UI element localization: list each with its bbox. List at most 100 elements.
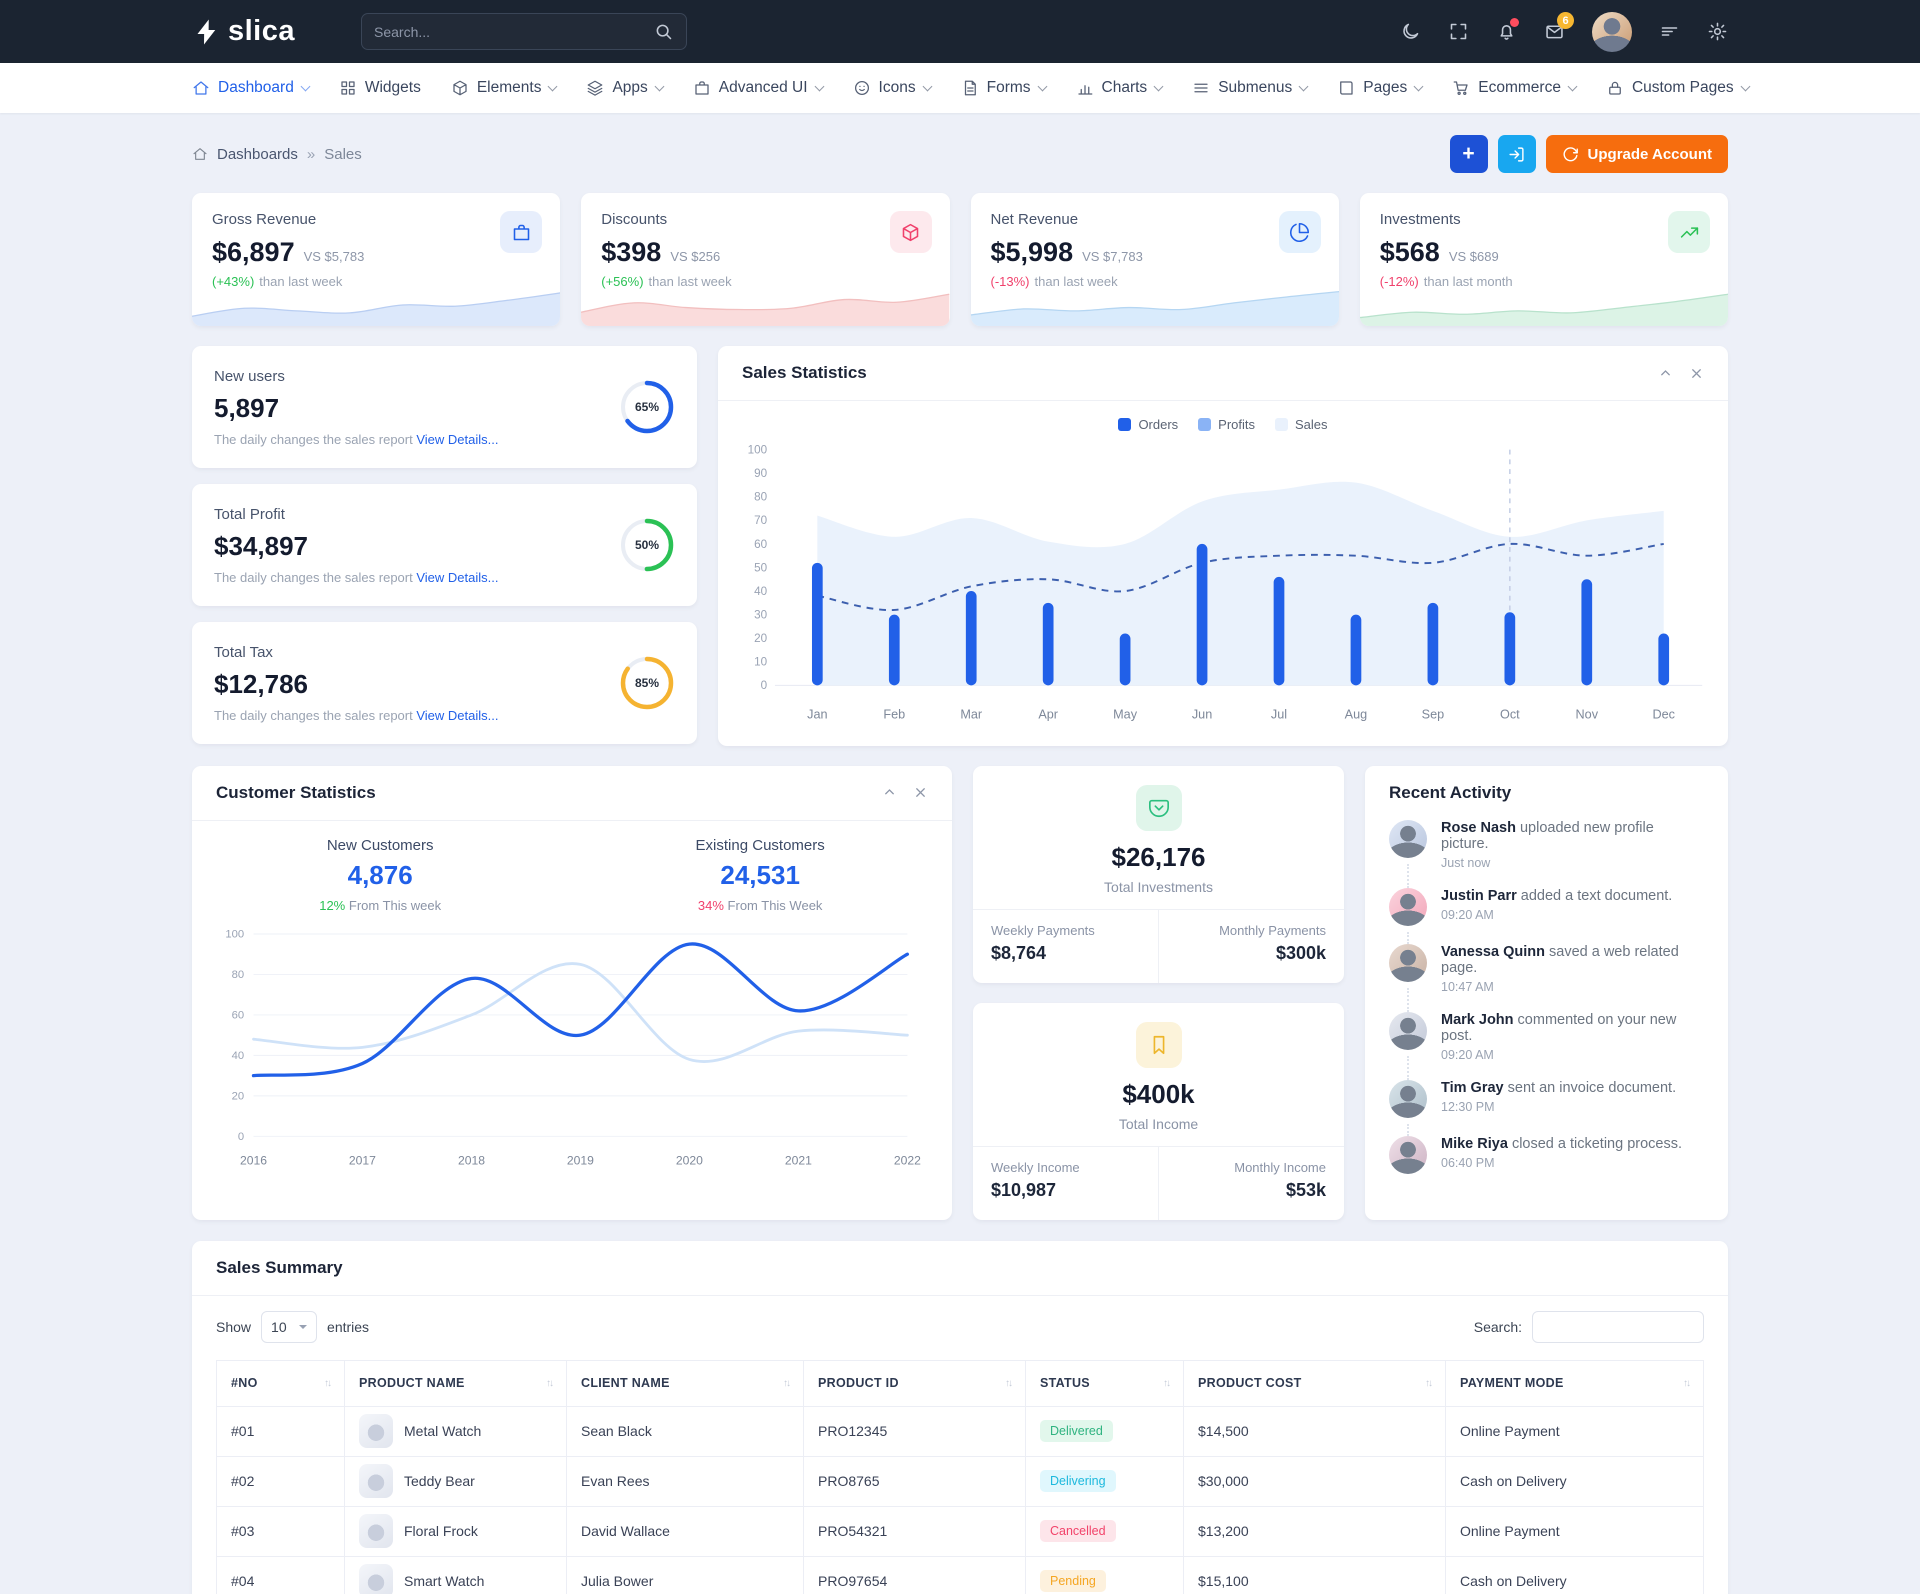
- cell-client: Julia Bower: [566, 1555, 804, 1594]
- notifications-button[interactable]: [1496, 18, 1519, 42]
- cell-status: Pending: [1025, 1555, 1184, 1594]
- svg-text:2020: 2020: [676, 1153, 703, 1167]
- close-icon[interactable]: [913, 785, 928, 800]
- column-header-product-id[interactable]: PRODUCT ID ↑↓: [803, 1359, 1026, 1407]
- chevron-down-icon: [1153, 81, 1164, 91]
- collapse-icon[interactable]: [882, 785, 897, 800]
- sort-icon[interactable]: ↑↓: [546, 1377, 554, 1389]
- fullscreen-icon: [1450, 23, 1467, 40]
- nav-item-submenus[interactable]: Submenus: [1192, 79, 1309, 97]
- sort-icon[interactable]: ↑↓: [783, 1377, 791, 1389]
- view-details-link[interactable]: View Details...: [416, 707, 499, 723]
- kpi-card-investments: Investments $568 VS $689 (-12%) than last …: [1359, 193, 1728, 326]
- column-header-client-name[interactable]: CLIENT NAME ↑↓: [566, 1359, 804, 1407]
- bar-chart-icon: [1077, 85, 1092, 95]
- fullscreen-button[interactable]: [1448, 21, 1469, 42]
- customer-statistics-chart: 0 20 40 60 80 100 2016 2017 2018 2019 2020 2021 2022: [225, 929, 921, 1168]
- column-header-product-name[interactable]: PRODUCT NAME ↑↓: [344, 1359, 567, 1407]
- nav-label: Widgets: [364, 79, 421, 96]
- nav-item-widgets[interactable]: Widgets: [339, 79, 421, 97]
- global-search[interactable]: [361, 13, 687, 50]
- cell-payment: Cash on Delivery: [1445, 1455, 1704, 1507]
- sort-icon[interactable]: ↑↓: [324, 1377, 332, 1389]
- nav-label: Icons: [878, 79, 916, 96]
- sidebar-toggle-button[interactable]: [1659, 21, 1680, 42]
- search-icon[interactable]: [653, 21, 674, 42]
- column-header-status[interactable]: STATUS ↑↓: [1025, 1359, 1184, 1407]
- sales-statistics-panel: Sales Statistics Orders Profits Sales 0 1…: [718, 346, 1728, 746]
- panel-title: Customer Statistics: [216, 782, 376, 802]
- entries-select[interactable]: 10: [261, 1310, 318, 1343]
- chevron-down-icon: [1037, 81, 1047, 91]
- sort-icon[interactable]: ↑↓: [1163, 1377, 1171, 1389]
- nav-item-custom-pages[interactable]: Custom Pages: [1606, 79, 1751, 97]
- svg-text:Jul: Jul: [1271, 707, 1287, 721]
- export-button[interactable]: [1497, 135, 1536, 173]
- svg-text:90: 90: [754, 467, 767, 480]
- svg-text:Aug: Aug: [1345, 707, 1368, 721]
- sub-value: $53k: [1285, 1179, 1326, 1200]
- kpi-value: $568: [1379, 237, 1440, 267]
- search-input[interactable]: [374, 23, 653, 40]
- activity-text: sent an invoice document.: [1507, 1079, 1677, 1096]
- nav-label: Ecommerce: [1478, 79, 1561, 96]
- activity-text: uploaded new profile picture.: [1441, 819, 1654, 852]
- status-badge: Delivered: [1040, 1420, 1113, 1443]
- activity-item: Mark John commented on your new post. 09:…: [1389, 1011, 1704, 1080]
- nav-item-apps[interactable]: Apps: [586, 79, 665, 97]
- column-header-product-cost[interactable]: PRODUCT COST ↑↓: [1183, 1359, 1446, 1407]
- nav-item-advanced-ui[interactable]: Advanced UI: [693, 79, 824, 97]
- close-icon[interactable]: [1689, 366, 1704, 381]
- add-button[interactable]: +: [1449, 135, 1488, 173]
- settings-button[interactable]: [1707, 21, 1728, 42]
- sort-icon[interactable]: ↑↓: [1425, 1377, 1433, 1389]
- customer-statistics-panel: Customer Statistics New Customers 4,876 …: [192, 765, 952, 1220]
- kpi-delta-note: than last week: [648, 274, 732, 289]
- nav-item-dashboard[interactable]: Dashboard: [192, 79, 311, 97]
- stat-percent: 34%: [697, 897, 724, 913]
- kpi-delta-note: than last month: [1423, 274, 1513, 289]
- legend-label: Sales: [1295, 417, 1328, 432]
- sort-icon[interactable]: ↑↓: [1683, 1377, 1691, 1389]
- svg-text:0: 0: [761, 679, 768, 692]
- topbar-actions: 6: [1400, 11, 1728, 52]
- book-icon: [1340, 81, 1353, 95]
- avatar: [1389, 887, 1427, 926]
- activity-user: Rose Nash: [1441, 819, 1516, 836]
- column-header-payment-mode[interactable]: PAYMENT MODE ↑↓: [1445, 1359, 1704, 1407]
- sort-icon[interactable]: ↑↓: [1005, 1377, 1013, 1389]
- svg-text:Apr: Apr: [1038, 707, 1058, 721]
- kpi-delta: (-12%): [1379, 274, 1419, 289]
- total-income-card: $400k Total Income Weekly Income $10,987 …: [973, 1002, 1344, 1220]
- nav-item-forms[interactable]: Forms: [961, 79, 1047, 97]
- collapse-icon[interactable]: [1658, 366, 1673, 381]
- nav-item-charts[interactable]: Charts: [1076, 79, 1164, 97]
- dark-mode-button[interactable]: [1400, 21, 1421, 42]
- nav-label: Forms: [986, 79, 1031, 96]
- table-search-input[interactable]: [1532, 1310, 1704, 1343]
- svg-text:Jan: Jan: [807, 707, 827, 721]
- upgrade-account-button[interactable]: Upgrade Account: [1545, 135, 1728, 173]
- column-header-no[interactable]: #NO ↑↓: [216, 1359, 345, 1407]
- svg-text:Mar: Mar: [960, 707, 982, 721]
- nav-item-icons[interactable]: Icons: [853, 79, 933, 97]
- app-logo[interactable]: slica: [192, 15, 295, 48]
- messages-button[interactable]: 6: [1544, 12, 1574, 42]
- nav-item-pages[interactable]: Pages: [1337, 79, 1424, 97]
- view-details-link[interactable]: View Details...: [416, 431, 499, 447]
- breadcrumb-current: Sales: [324, 145, 362, 163]
- total-investments-card: $26,176 Total Investments Weekly Payment…: [973, 765, 1344, 983]
- svg-text:100: 100: [748, 444, 768, 457]
- stat-value: 24,531: [720, 859, 800, 890]
- breadcrumb-root[interactable]: Dashboards: [217, 145, 298, 163]
- user-avatar[interactable]: [1592, 11, 1632, 52]
- logo-text: slica: [228, 15, 295, 47]
- nav-label: Apps: [612, 79, 648, 96]
- nav-item-elements[interactable]: Elements: [451, 79, 558, 97]
- view-details-link[interactable]: View Details...: [416, 569, 499, 585]
- nav-item-ecommerce[interactable]: Ecommerce: [1452, 79, 1578, 97]
- sales-summary-panel: Sales Summary Show 10 entries Search: #N…: [192, 1240, 1728, 1594]
- svg-text:Dec: Dec: [1652, 707, 1675, 721]
- activity-user: Vanessa Quinn: [1441, 943, 1545, 960]
- svg-text:Sep: Sep: [1422, 707, 1445, 721]
